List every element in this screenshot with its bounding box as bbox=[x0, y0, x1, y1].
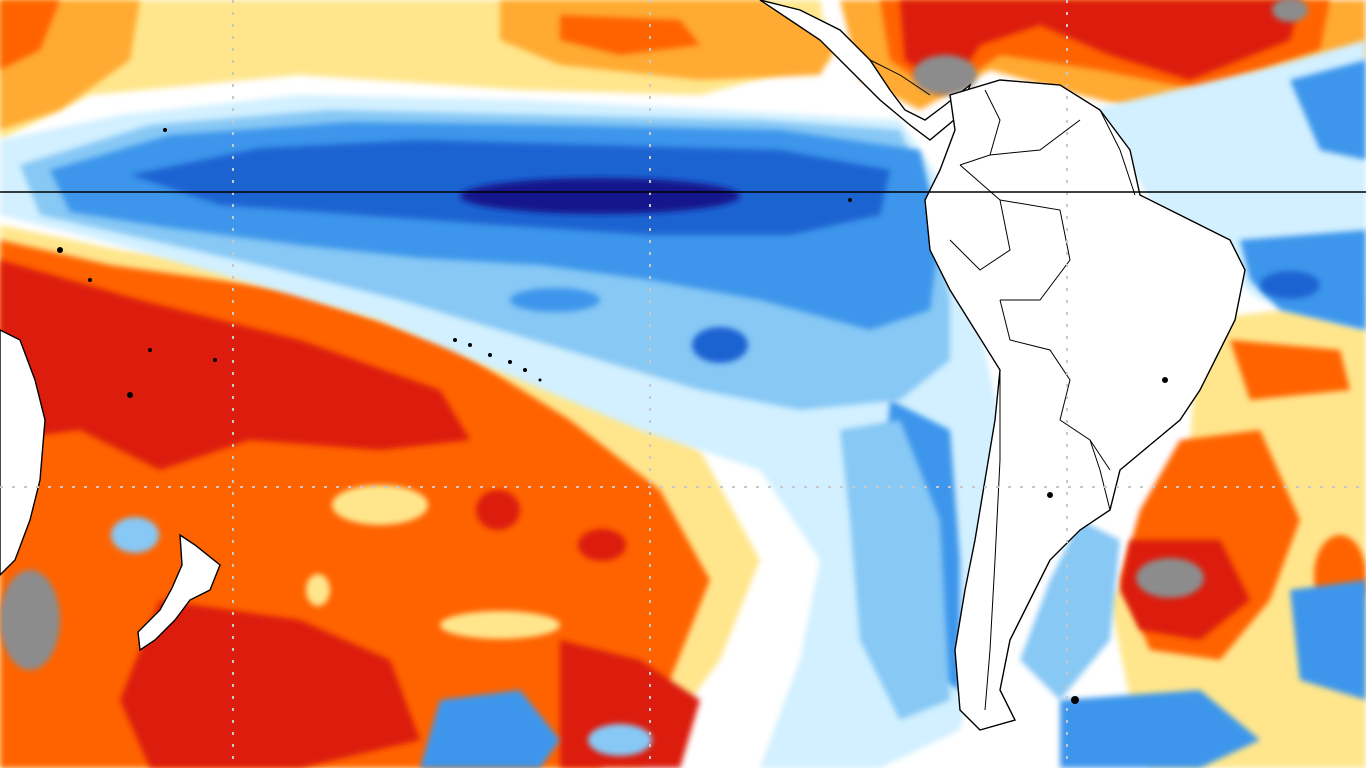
cold-patagonia bbox=[1020, 520, 1120, 700]
border-chile-argentina bbox=[984, 370, 1001, 711]
warm-sw-core bbox=[0, 260, 470, 470]
south-america bbox=[924, 79, 1246, 731]
australia bbox=[0, 329, 46, 576]
warm-atlantic-band bbox=[1230, 340, 1350, 400]
cold-atlantic-east bbox=[1290, 580, 1366, 700]
cold-atlantic-north bbox=[1290, 60, 1366, 160]
cold-core-equator bbox=[460, 178, 740, 214]
border-brazil-west bbox=[999, 199, 1071, 301]
cold-chile-outer bbox=[840, 420, 950, 720]
warm-spot-a bbox=[476, 490, 520, 530]
extreme-warm-south-atlantic bbox=[1136, 558, 1204, 598]
border-uruguay bbox=[1089, 439, 1111, 511]
border-ecuador-peru bbox=[949, 164, 1011, 271]
neutral-patch-sw3 bbox=[440, 611, 560, 639]
neutral-patch-sw2 bbox=[306, 574, 330, 606]
extreme-warm-caribbean bbox=[913, 55, 977, 95]
extreme-warm-atlantic bbox=[1272, 0, 1308, 22]
country-borders bbox=[869, 59, 1136, 711]
border-guianas bbox=[1099, 109, 1136, 196]
cold-south-pacific-2 bbox=[588, 724, 652, 756]
cold-south-pacific bbox=[420, 690, 560, 768]
cold-south-atlantic bbox=[1060, 690, 1260, 768]
cold-atlantic-core bbox=[1260, 271, 1320, 299]
pacific-islands bbox=[57, 128, 1168, 704]
cold-anomaly-layer bbox=[0, 40, 1366, 768]
warm-core-north-central bbox=[560, 15, 700, 55]
land-layer bbox=[0, 0, 1246, 731]
border-colombia bbox=[959, 89, 1001, 166]
new-zealand bbox=[137, 533, 221, 652]
cold-tasman bbox=[111, 517, 159, 553]
extreme-warm-tasman bbox=[0, 570, 60, 670]
neutral-patch-sw bbox=[332, 485, 428, 525]
border-bolivia bbox=[999, 299, 1071, 421]
warm-core-northwest bbox=[0, 0, 60, 70]
border-venezuela bbox=[989, 119, 1081, 156]
warm-spot-b bbox=[578, 529, 626, 561]
central-america bbox=[759, 0, 972, 141]
border-central-america bbox=[869, 59, 931, 96]
cold-patch-b bbox=[692, 327, 748, 363]
warm-core-caribbean bbox=[900, 0, 1300, 90]
cold-patch-a bbox=[510, 288, 600, 312]
warm-south-core bbox=[120, 600, 420, 768]
